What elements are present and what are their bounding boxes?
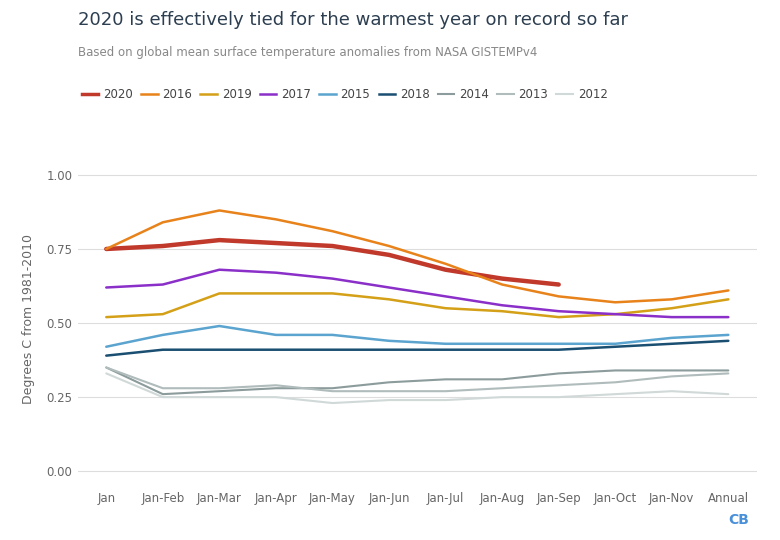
Legend: 2020, 2016, 2019, 2017, 2015, 2018, 2014, 2013, 2012: 2020, 2016, 2019, 2017, 2015, 2018, 2014… xyxy=(77,84,612,106)
Text: CB: CB xyxy=(728,512,749,526)
Text: 2020 is effectively tied for the warmest year on record so far: 2020 is effectively tied for the warmest… xyxy=(78,11,628,29)
Y-axis label: Degrees C from 1981-2010: Degrees C from 1981-2010 xyxy=(23,234,35,403)
Text: Based on global mean surface temperature anomalies from NASA GISTEMPv4: Based on global mean surface temperature… xyxy=(78,46,537,59)
